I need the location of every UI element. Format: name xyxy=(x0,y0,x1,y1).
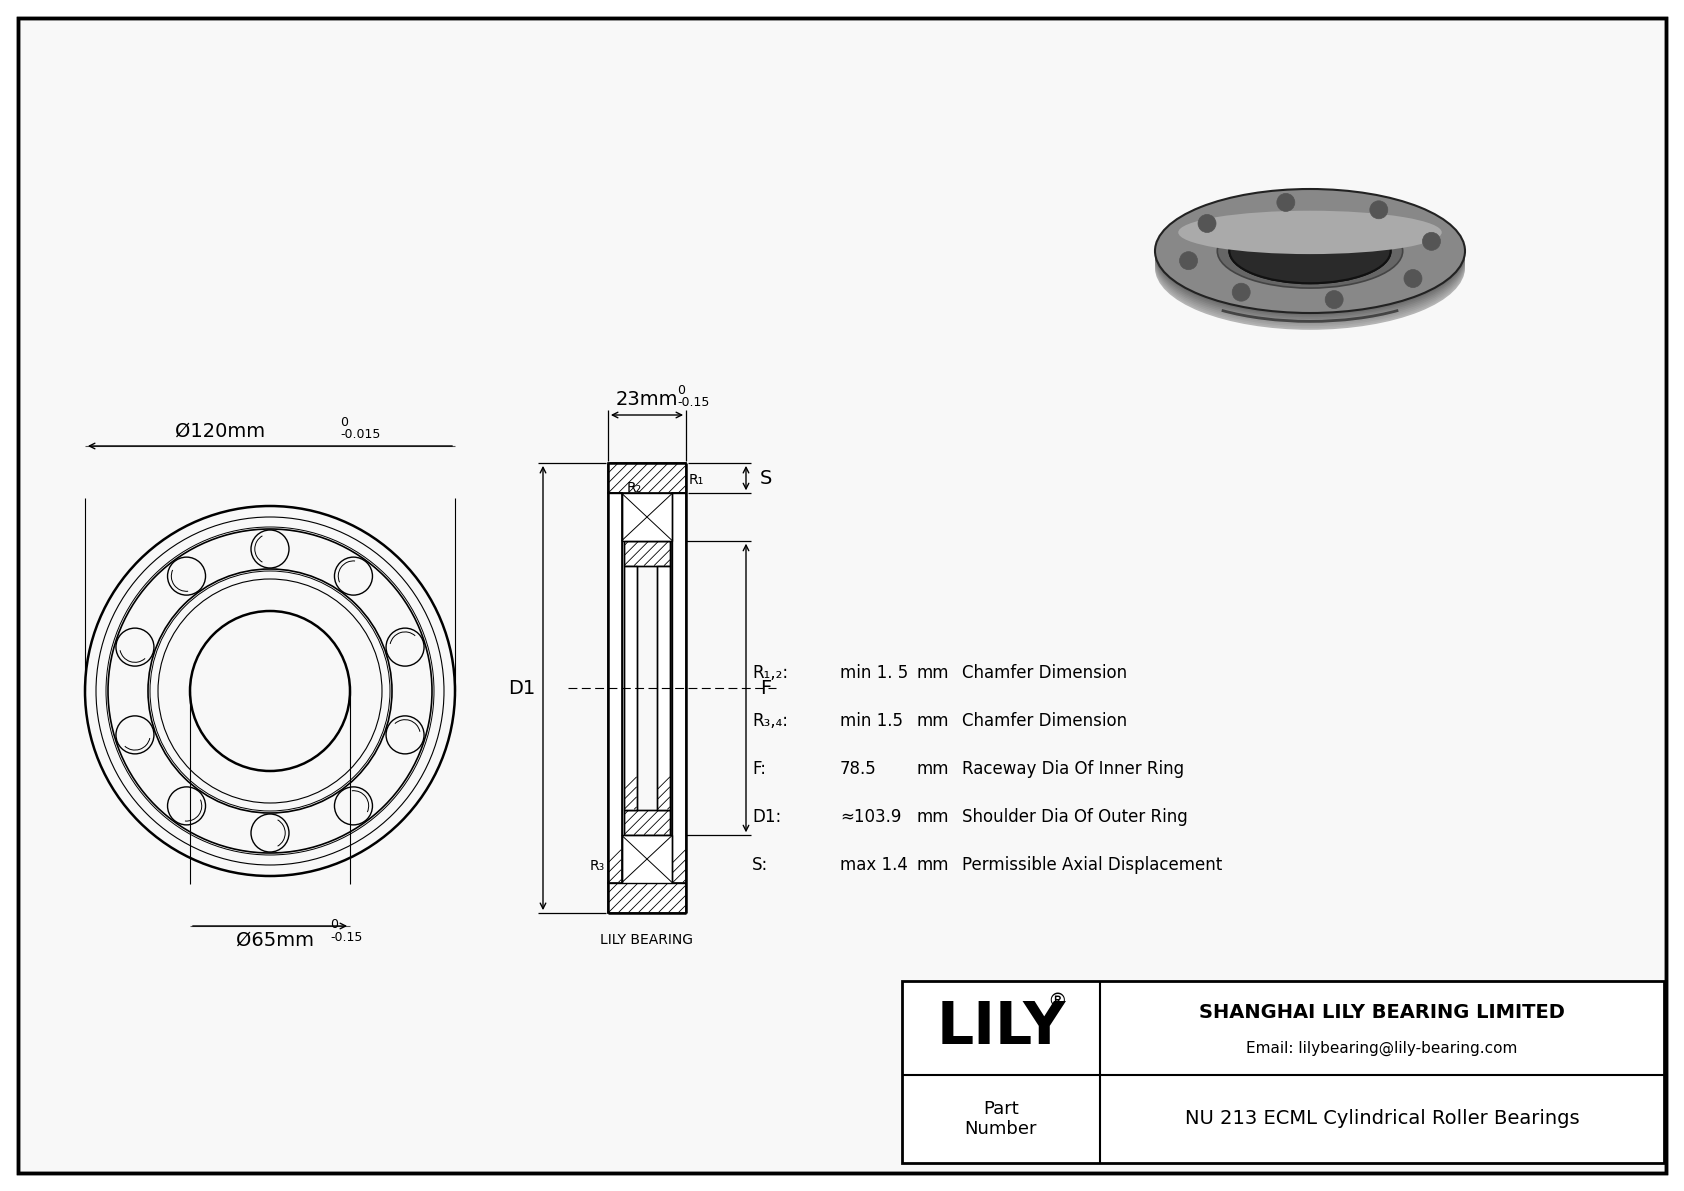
Text: SHANGHAI LILY BEARING LIMITED: SHANGHAI LILY BEARING LIMITED xyxy=(1199,1003,1564,1022)
Ellipse shape xyxy=(1155,189,1465,313)
Text: mm: mm xyxy=(918,856,950,874)
Bar xyxy=(903,981,1664,1162)
Text: -0.15: -0.15 xyxy=(677,395,709,409)
Bar xyxy=(608,463,685,493)
Bar xyxy=(623,566,637,810)
Ellipse shape xyxy=(1229,219,1391,283)
Text: mm: mm xyxy=(918,665,950,682)
Text: R₃,₄:: R₃,₄: xyxy=(753,712,788,730)
Circle shape xyxy=(1179,251,1197,269)
Text: Part
Number: Part Number xyxy=(965,1099,1037,1139)
Text: Ø65mm: Ø65mm xyxy=(236,931,313,950)
Text: Raceway Dia Of Inner Ring: Raceway Dia Of Inner Ring xyxy=(962,760,1184,778)
Bar xyxy=(608,493,621,883)
Text: R₃: R₃ xyxy=(589,859,605,873)
Text: max 1.4: max 1.4 xyxy=(840,856,908,874)
Text: 0: 0 xyxy=(677,384,685,397)
Ellipse shape xyxy=(1155,204,1465,328)
Text: LILY: LILY xyxy=(936,999,1066,1056)
Text: 23mm: 23mm xyxy=(616,389,679,409)
Text: Shoulder Dia Of Outer Ring: Shoulder Dia Of Outer Ring xyxy=(962,807,1187,827)
Text: Chamfer Dimension: Chamfer Dimension xyxy=(962,665,1127,682)
Circle shape xyxy=(1423,232,1440,250)
Circle shape xyxy=(1233,283,1250,301)
Text: Email: lilybearing@lily-bearing.com: Email: lilybearing@lily-bearing.com xyxy=(1246,1041,1517,1056)
Text: mm: mm xyxy=(918,712,950,730)
Bar xyxy=(621,835,672,883)
Text: S: S xyxy=(759,468,773,487)
Text: F: F xyxy=(759,679,771,698)
Text: ≈103.9: ≈103.9 xyxy=(840,807,901,827)
Circle shape xyxy=(1369,201,1388,219)
Text: D1:: D1: xyxy=(753,807,781,827)
Text: Ø120mm: Ø120mm xyxy=(175,422,264,441)
Ellipse shape xyxy=(1179,211,1442,254)
Bar xyxy=(608,883,685,913)
Text: 0: 0 xyxy=(330,918,338,931)
Ellipse shape xyxy=(1155,192,1465,316)
Text: min 1.5: min 1.5 xyxy=(840,712,903,730)
Text: D1: D1 xyxy=(509,679,536,698)
Text: R₁,₂:: R₁,₂: xyxy=(753,665,788,682)
Text: mm: mm xyxy=(918,760,950,778)
Ellipse shape xyxy=(1155,193,1465,317)
Bar xyxy=(657,566,670,810)
Text: NU 213 ECML Cylindrical Roller Bearings: NU 213 ECML Cylindrical Roller Bearings xyxy=(1184,1110,1580,1129)
Bar xyxy=(621,493,672,541)
Text: F:: F: xyxy=(753,760,766,778)
Circle shape xyxy=(1276,193,1295,212)
Text: R₁: R₁ xyxy=(689,473,704,487)
Text: R₄: R₄ xyxy=(626,859,642,873)
Text: S:: S: xyxy=(753,856,768,874)
Ellipse shape xyxy=(1155,189,1465,313)
Text: Permissible Axial Displacement: Permissible Axial Displacement xyxy=(962,856,1223,874)
Text: R₂: R₂ xyxy=(626,481,642,495)
Ellipse shape xyxy=(1218,214,1403,288)
Circle shape xyxy=(1325,291,1344,308)
Text: -0.015: -0.015 xyxy=(340,428,381,441)
Ellipse shape xyxy=(1229,219,1391,283)
Bar xyxy=(672,493,685,883)
Text: Chamfer Dimension: Chamfer Dimension xyxy=(962,712,1127,730)
Ellipse shape xyxy=(1155,197,1465,320)
Text: ®: ® xyxy=(1047,992,1066,1011)
Ellipse shape xyxy=(1155,195,1465,319)
Circle shape xyxy=(1404,269,1421,287)
Text: 78.5: 78.5 xyxy=(840,760,877,778)
Text: mm: mm xyxy=(918,807,950,827)
Text: min 1. 5: min 1. 5 xyxy=(840,665,908,682)
Ellipse shape xyxy=(1155,200,1465,324)
Bar xyxy=(623,810,670,835)
Circle shape xyxy=(1197,214,1216,232)
Text: 0: 0 xyxy=(340,416,349,429)
Ellipse shape xyxy=(1155,199,1465,323)
Ellipse shape xyxy=(1155,206,1465,330)
Text: -0.15: -0.15 xyxy=(330,931,362,944)
Bar xyxy=(623,541,670,566)
Ellipse shape xyxy=(1155,202,1465,326)
Text: LILY BEARING: LILY BEARING xyxy=(601,933,694,947)
